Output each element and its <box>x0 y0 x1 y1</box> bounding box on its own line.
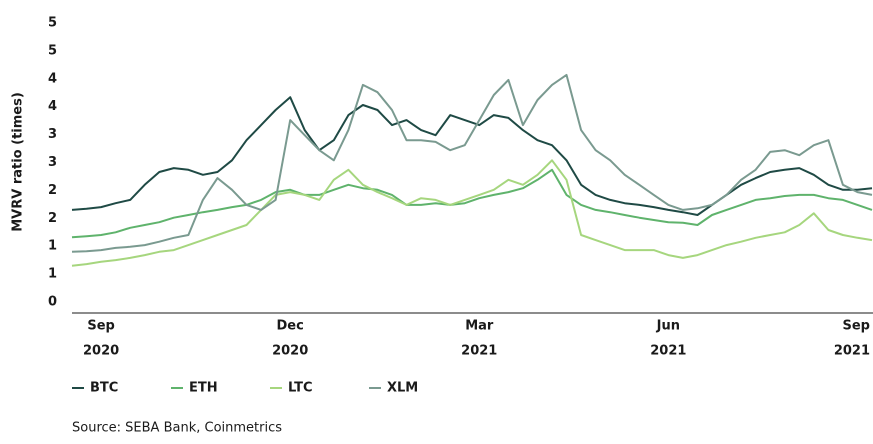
y-tick-label: 4 <box>48 71 57 86</box>
source-note: Source: SEBA Bank, Coinmetrics <box>72 421 282 436</box>
x-tick-label: 2020 <box>272 344 308 359</box>
y-tick-label: 1 <box>48 267 57 282</box>
y-tick-label: 3 <box>48 155 57 170</box>
x-tick-label: 2021 <box>834 344 870 359</box>
series-line <box>71 168 873 239</box>
x-tick-label: Dec <box>277 319 304 334</box>
y-tick-label: 1 <box>48 239 57 254</box>
y-tick-label: 5 <box>48 43 57 58</box>
y-tick-label: 5 <box>48 16 57 31</box>
x-tick-label: Jun <box>656 319 680 334</box>
legend-label: XLM <box>387 381 418 396</box>
legend-label: LTC <box>288 381 313 396</box>
y-axis-label: MVRV ratio (times) <box>11 92 26 232</box>
x-tick-label: 2020 <box>83 344 119 359</box>
x-tick-label: Mar <box>465 319 494 334</box>
y-tick-label: 2 <box>48 211 57 226</box>
x-tick-label: 2021 <box>650 344 686 359</box>
y-tick-label: 0 <box>48 295 57 310</box>
legend-label: BTC <box>90 381 118 396</box>
y-tick-label: 4 <box>48 99 57 114</box>
series-line <box>71 73 873 253</box>
series-line <box>71 159 873 267</box>
y-tick-label: 2 <box>48 183 57 198</box>
series-line <box>71 96 873 216</box>
x-tick-label: Sep <box>843 319 871 334</box>
x-tick-label: 2021 <box>461 344 497 359</box>
legend-label: ETH <box>189 381 218 396</box>
y-tick-label: 3 <box>48 127 57 142</box>
x-tick-label: Sep <box>87 319 115 334</box>
